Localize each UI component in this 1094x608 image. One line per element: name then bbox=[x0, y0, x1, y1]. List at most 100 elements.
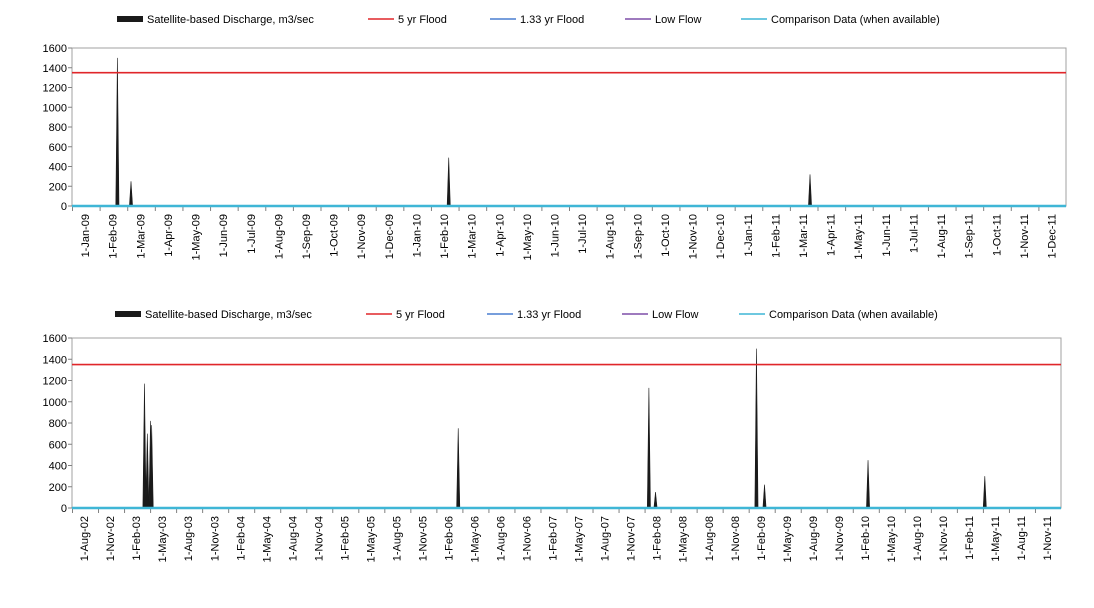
legend-label-comparison-data-when-available: Comparison Data (when available) bbox=[769, 309, 938, 321]
x-tick-label: 1-Nov-10 bbox=[938, 516, 950, 561]
x-tick-label: 1-Aug-09 bbox=[808, 516, 820, 561]
y-tick-label: 1200 bbox=[43, 376, 67, 388]
discharge-spike bbox=[646, 387, 651, 509]
y-tick-label: 1600 bbox=[43, 43, 67, 55]
x-tick-label: 1-Aug-08 bbox=[704, 516, 716, 561]
discharge-spike bbox=[446, 157, 451, 207]
y-tick-label: 400 bbox=[49, 162, 67, 174]
discharge-chart-2009-2011: Satellite-based Discharge, m3/sec 5 yr Fl… bbox=[43, 14, 1067, 260]
discharge-spike bbox=[762, 484, 767, 509]
x-tick-label: 1-Dec-09 bbox=[384, 214, 396, 259]
y-tick-label: 400 bbox=[49, 461, 67, 473]
discharge-spike bbox=[145, 433, 150, 509]
x-tick-label: 1-Nov-11 bbox=[1042, 516, 1054, 560]
x-tick-label: 1-Feb-11 bbox=[964, 516, 976, 560]
discharge-chart-2002-2011: Satellite-based Discharge, m3/sec 5 yr Fl… bbox=[43, 309, 1062, 562]
y-tick-label: 1000 bbox=[43, 397, 67, 409]
legend-label-1-33-yr-flood: 1.33 yr Flood bbox=[517, 309, 581, 321]
x-tick-label: 1-Aug-07 bbox=[600, 516, 612, 561]
x-tick-label: 1-Nov-07 bbox=[626, 516, 638, 561]
x-tick-label: 1-Feb-06 bbox=[444, 516, 456, 561]
x-tick-label: 1-Aug-03 bbox=[183, 516, 195, 561]
legend-label-5-yr-flood: 5 yr Flood bbox=[396, 309, 445, 321]
x-tick-label: 1-May-09 bbox=[782, 516, 794, 562]
x-tick-label: 1-Nov-03 bbox=[209, 516, 221, 561]
y-tick-label: 600 bbox=[49, 142, 67, 154]
discharge-spike bbox=[456, 428, 461, 509]
x-tick-label: 1-Apr-09 bbox=[163, 214, 175, 257]
legend-label-5-yr-flood: 5 yr Flood bbox=[398, 14, 447, 26]
x-tick-label: 1-Nov-11 bbox=[1019, 214, 1031, 258]
y-axis: 0 200 400 600 800 1000 1200 1400 1600 bbox=[43, 333, 72, 515]
x-tick-label: 1-Aug-10 bbox=[912, 516, 924, 561]
discharge-spike bbox=[866, 460, 870, 509]
x-tick-label: 1-Nov-06 bbox=[522, 516, 534, 561]
x-tick-label: 1-Apr-10 bbox=[494, 214, 506, 257]
x-tick-label: 1-Sep-11 bbox=[964, 214, 976, 258]
x-tick-label: 1-May-10 bbox=[522, 214, 534, 260]
x-tick-label: 1-Feb-04 bbox=[235, 516, 247, 561]
x-tick-label: 1-Aug-04 bbox=[287, 516, 299, 561]
y-tick-label: 1000 bbox=[43, 102, 67, 114]
legend-label-comparison-data-when-available: Comparison Data (when available) bbox=[771, 14, 940, 26]
x-axis: 1-Aug-02 1-Nov-02 1-Feb-03 1-May-03 1-Aug-03… bbox=[72, 508, 1054, 562]
discharge-spike bbox=[754, 348, 759, 509]
x-tick-label: 1-Nov-10 bbox=[688, 214, 700, 259]
series-satellite-discharge bbox=[115, 57, 812, 207]
legend-label-satellite-based-discharge-m3-sec: Satellite-based Discharge, m3/sec bbox=[147, 14, 314, 26]
x-tick-label: 1-Oct-11 bbox=[991, 214, 1003, 256]
y-axis: 0 200 400 600 800 1000 1200 1400 1600 bbox=[43, 43, 72, 213]
legend-label-satellite-based-discharge-m3-sec: Satellite-based Discharge, m3/sec bbox=[145, 309, 312, 321]
x-tick-label: 1-Jun-10 bbox=[550, 214, 562, 257]
x-tick-label: 1-Feb-11 bbox=[770, 214, 782, 258]
x-tick-label: 1-Nov-04 bbox=[313, 516, 325, 561]
chart-panel-1: Satellite-based Discharge, m3/sec 5 yr Fl… bbox=[0, 0, 1094, 300]
x-tick-label: 1-Aug-09 bbox=[273, 214, 285, 259]
x-tick-label: 1-May-10 bbox=[886, 516, 898, 562]
x-tick-label: 1-May-06 bbox=[470, 516, 482, 562]
x-tick-label: 1-Aug-10 bbox=[605, 214, 617, 259]
x-tick-label: 1-Aug-11 bbox=[936, 214, 948, 258]
legend: Satellite-based Discharge, m3/sec 5 yr Fl… bbox=[115, 309, 938, 321]
x-tick-label: 1-Nov-05 bbox=[417, 516, 429, 561]
y-tick-label: 0 bbox=[61, 503, 67, 515]
x-axis: 1-Jan-09 1-Feb-09 1-Mar-09 1-Apr-09 1-May-09… bbox=[72, 206, 1059, 260]
x-tick-label: 1-Feb-09 bbox=[756, 516, 768, 561]
y-tick-label: 1400 bbox=[43, 354, 67, 366]
x-tick-label: 1-Oct-09 bbox=[329, 214, 341, 257]
x-tick-label: 1-Aug-11 bbox=[1016, 516, 1028, 560]
legend: Satellite-based Discharge, m3/sec 5 yr Fl… bbox=[117, 14, 940, 26]
x-tick-label: 1-Feb-05 bbox=[339, 516, 351, 561]
y-tick-label: 1400 bbox=[43, 63, 67, 75]
x-tick-label: 1-Jan-10 bbox=[411, 214, 423, 257]
y-tick-label: 200 bbox=[49, 181, 67, 193]
x-tick-label: 1-Mar-10 bbox=[467, 214, 479, 259]
x-tick-label: 1-Jun-09 bbox=[218, 214, 230, 257]
x-tick-label: 1-Mar-09 bbox=[135, 214, 147, 259]
x-tick-label: 1-Apr-11 bbox=[826, 214, 838, 256]
y-tick-label: 1600 bbox=[43, 333, 67, 345]
x-tick-label: 1-Aug-06 bbox=[496, 516, 508, 561]
y-tick-label: 600 bbox=[49, 439, 67, 451]
x-tick-label: 1-Feb-09 bbox=[108, 214, 120, 259]
discharge-spike bbox=[808, 174, 812, 207]
x-tick-label: 1-May-11 bbox=[853, 214, 865, 260]
x-tick-label: 1-Feb-10 bbox=[860, 516, 872, 561]
x-tick-label: 1-Jan-11 bbox=[743, 214, 755, 257]
x-tick-label: 1-Feb-08 bbox=[652, 516, 664, 561]
x-tick-label: 1-May-11 bbox=[990, 516, 1002, 562]
x-tick-label: 1-Aug-05 bbox=[391, 516, 403, 561]
x-tick-label: 1-May-04 bbox=[261, 516, 273, 562]
x-tick-label: 1-Jul-10 bbox=[577, 214, 589, 254]
x-tick-label: 1-Oct-10 bbox=[660, 214, 672, 257]
x-tick-label: 1-Nov-09 bbox=[834, 516, 846, 561]
x-tick-label: 1-Jul-11 bbox=[908, 214, 920, 253]
x-tick-label: 1-May-07 bbox=[574, 516, 586, 562]
x-tick-label: 1-May-03 bbox=[157, 516, 169, 562]
x-tick-label: 1-Sep-10 bbox=[632, 214, 644, 259]
chart-panel-2: Satellite-based Discharge, m3/sec 5 yr Fl… bbox=[0, 300, 1094, 608]
x-tick-label: 1-Feb-03 bbox=[131, 516, 143, 561]
x-tick-label: 1-May-08 bbox=[678, 516, 690, 562]
x-tick-label: 1-Dec-10 bbox=[715, 214, 727, 259]
y-tick-label: 800 bbox=[49, 418, 67, 430]
